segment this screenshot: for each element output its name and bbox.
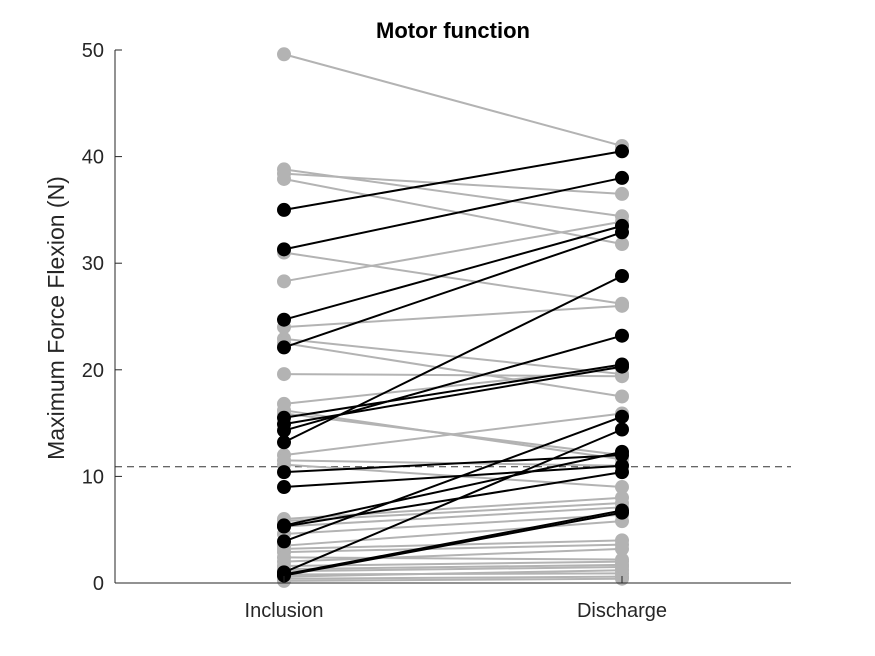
black-series-line [283,454,623,474]
black-point [615,444,629,459]
gray-point [615,480,629,495]
gray-series-line [283,520,623,547]
gray-series-line [283,563,623,571]
gray-series-layer [277,47,629,588]
black-point [277,465,291,480]
gray-point [277,367,291,382]
gray-point [277,171,291,186]
y-tick-label: 0 [93,573,104,595]
gray-series-line [283,575,623,580]
x-tick-label: Inclusion [245,600,324,622]
black-series-7 [277,328,629,438]
gray-series-1 [277,47,629,153]
black-series-12 [277,465,629,534]
gray-series-line [283,220,623,283]
gray-series-line [283,172,623,195]
gray-series-line [283,337,623,376]
gray-series-line [283,556,623,561]
black-series-4 [277,225,629,355]
black-point [615,144,629,159]
gray-series-line [283,496,623,521]
black-point [615,409,629,424]
black-point [277,340,291,355]
gray-series-7 [277,298,629,335]
x-tick-label: Discharge [577,600,667,622]
black-point [615,170,629,185]
black-series-13 [277,409,629,549]
black-point [277,435,291,450]
gray-series-line [283,513,623,535]
gray-series-5 [277,245,629,311]
black-series-line [283,464,623,489]
black-point [277,519,291,534]
black-point [277,534,291,549]
black-point [277,202,291,217]
gray-series-11 [277,360,629,411]
gray-point [277,47,291,62]
black-series-line [283,511,623,577]
gray-point [277,274,291,289]
gray-series-line [283,53,623,147]
black-series-16 [277,505,629,583]
gray-series-line [283,566,623,573]
gray-series-line [283,577,623,582]
black-series-8 [277,268,629,450]
black-series-line [283,231,623,349]
black-series-line [283,450,623,527]
black-point [615,505,629,520]
black-series-line [283,275,623,444]
black-point [277,480,291,495]
black-point [615,465,629,480]
black-series-line [283,176,623,251]
gray-series-line [283,304,623,329]
black-point [277,312,291,327]
black-series-line [283,150,623,211]
black-series-line [283,415,623,543]
y-tick-label: 30 [82,253,104,275]
black-series-1 [277,144,629,217]
black-point [615,268,629,283]
black-series-line [283,471,623,528]
gray-series-line [283,543,623,554]
gray-series-line [283,412,623,457]
black-point [615,328,629,343]
gray-point [615,389,629,404]
y-tick-label: 20 [82,360,104,382]
gray-point [615,298,629,313]
black-series-2 [277,170,629,257]
black-series-layer [277,144,629,583]
gray-series-line [283,178,623,245]
black-series-line [283,428,623,574]
gray-series-line [283,547,623,563]
black-series-line [283,224,623,321]
black-point [277,568,291,583]
black-point [615,422,629,437]
y-tick-label: 50 [82,40,104,62]
gray-series-line [283,506,623,528]
gray-series-4 [277,171,629,252]
gray-point [615,237,629,252]
chart-title: Motor function [376,18,530,43]
gray-series-line [283,251,623,305]
black-series-5 [277,357,629,425]
y-axis-label: Maximum Force Flexion (N) [43,176,69,460]
black-series-line [283,509,623,576]
black-point [615,225,629,240]
gray-series-3 [277,166,629,201]
gray-series-line [283,569,623,578]
y-tick-label: 10 [82,466,104,488]
black-point [277,423,291,438]
axis-layer: 0 10 20 30 40 50 Inclusion Discharge [82,40,791,622]
black-series-line [283,363,623,419]
black-point [615,359,629,374]
gray-series-line [283,342,623,398]
y-tick-label: 40 [82,147,104,169]
black-point [277,242,291,257]
gray-point [615,186,629,201]
gray-point [615,541,629,556]
